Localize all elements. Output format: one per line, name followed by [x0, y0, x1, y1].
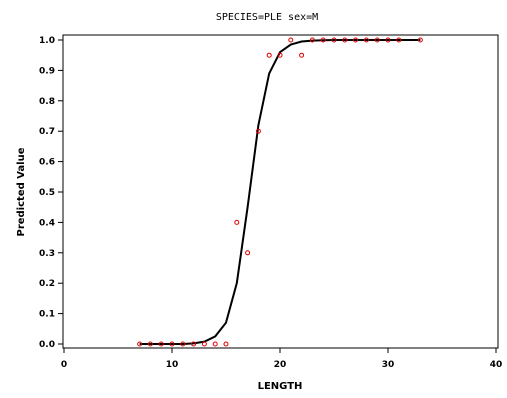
observed-points-layer	[137, 37, 423, 347]
x-tick-label: 10	[166, 360, 179, 370]
observed-point	[245, 250, 251, 256]
observed-point	[299, 52, 305, 58]
observed-point	[234, 219, 240, 225]
observed-point	[385, 37, 391, 43]
observed-point	[374, 37, 380, 43]
x-tick-label: 40	[490, 360, 503, 370]
observed-point	[396, 37, 402, 43]
y-tick-label: 0.6	[39, 158, 55, 168]
y-tick-label: 0.3	[39, 249, 55, 259]
y-axis: 0.0 0.1 0.2 0.3 0.4 0.5 0.6 0.7 0.8 0.9 1.0	[39, 36, 63, 350]
x-tick-label: 20	[274, 360, 287, 370]
observed-point	[180, 341, 186, 347]
fitted-curve-layer	[139, 39, 421, 345]
observed-point	[255, 128, 261, 134]
fitted-curve	[139, 39, 421, 345]
observed-point	[169, 341, 175, 347]
observed-point	[158, 341, 164, 347]
plot-frame	[62, 34, 499, 349]
y-tick-label: 0.5	[39, 188, 55, 198]
observed-point	[191, 341, 197, 347]
x-tick-label: 0	[61, 360, 67, 370]
y-tick-label: 0.7	[39, 127, 55, 137]
observed-point	[147, 341, 153, 347]
observed-point	[353, 37, 359, 43]
observed-point	[277, 52, 283, 58]
observed-point	[342, 37, 348, 43]
observed-point	[363, 37, 369, 43]
observed-point	[266, 52, 272, 58]
y-tick-label: 0.1	[39, 310, 55, 320]
observed-point	[223, 341, 229, 347]
observed-point	[417, 37, 423, 43]
y-tick-label: 1.0	[39, 36, 55, 46]
y-tick-label: 0.9	[39, 66, 55, 76]
chart-title: SPECIES=PLE sex=M	[216, 12, 318, 23]
observed-point	[212, 341, 218, 347]
observed-point	[331, 37, 337, 43]
x-axis: 0 10 20 30 40	[61, 348, 502, 370]
y-tick-label: 0.4	[39, 218, 55, 228]
observed-point	[137, 341, 143, 347]
observed-point	[201, 341, 207, 347]
observed-point	[288, 37, 294, 43]
y-tick-label: 0.2	[39, 279, 55, 289]
x-tick-label: 30	[382, 360, 395, 370]
observed-point	[320, 37, 326, 43]
x-axis-label: LENGTH	[258, 381, 303, 392]
y-tick-label: 0.8	[39, 97, 55, 107]
observed-point	[309, 37, 315, 43]
y-tick-label: 0.0	[39, 340, 55, 350]
y-axis-label: Predicted Value	[16, 147, 27, 236]
